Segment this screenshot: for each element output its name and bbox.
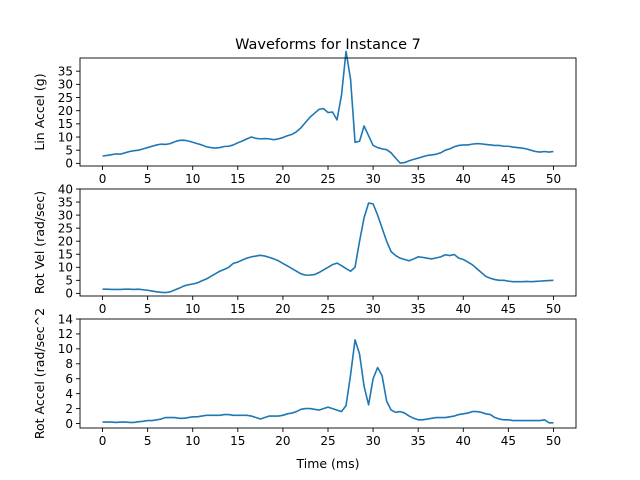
x-tick-label: 10 bbox=[185, 302, 200, 316]
figure-title: Waveforms for Instance 7 bbox=[235, 37, 421, 53]
y-tick-label: 2 bbox=[65, 402, 73, 416]
y-tick-label: 40 bbox=[58, 182, 73, 196]
y-tick-label: 25 bbox=[58, 91, 73, 105]
x-axis-label: Time (ms) bbox=[295, 456, 359, 471]
x-tick-label: 40 bbox=[456, 172, 471, 186]
x-tick-label: 50 bbox=[546, 172, 561, 186]
y-tick-label: 0 bbox=[65, 287, 73, 301]
y-tick-label: 0 bbox=[65, 157, 73, 171]
x-tick-label: 30 bbox=[365, 172, 380, 186]
y-tick-label: 5 bbox=[65, 143, 73, 157]
x-tick-label: 15 bbox=[230, 434, 245, 448]
y-tick-label: 20 bbox=[58, 104, 73, 118]
y-tick-label: 10 bbox=[58, 342, 73, 356]
x-tick-label: 50 bbox=[546, 302, 561, 316]
x-tick-label: 40 bbox=[456, 302, 471, 316]
series-line-1-1 bbox=[102, 50, 554, 164]
x-tick-label: 15 bbox=[230, 172, 245, 186]
x-tick-label: 10 bbox=[185, 172, 200, 186]
x-tick-label: 15 bbox=[230, 302, 245, 316]
x-tick-label: 20 bbox=[275, 434, 290, 448]
y-tick-label: 4 bbox=[65, 387, 73, 401]
y-axis-label-2: Rot Vel (rad/sec) bbox=[32, 191, 47, 294]
y-tick-label: 10 bbox=[58, 130, 73, 144]
series-line-3-1 bbox=[102, 339, 554, 424]
y-tick-label: 6 bbox=[65, 372, 73, 386]
y-tick-label: 8 bbox=[65, 357, 73, 371]
x-tick-label: 30 bbox=[365, 302, 380, 316]
x-tick-label: 25 bbox=[320, 434, 335, 448]
subplot-2: 0 5 10 15 20 25 30 35 40 45 500510152025303540Rot … bbox=[32, 182, 577, 316]
series-line-2-1 bbox=[102, 202, 554, 294]
y-axis-label-3: Rot Accel (rad/sec^2 bbox=[32, 308, 47, 439]
y-tick-label: 12 bbox=[58, 327, 73, 341]
axes-frame bbox=[79, 318, 577, 429]
x-tick-label: 35 bbox=[411, 302, 426, 316]
y-tick-label: 20 bbox=[58, 234, 73, 248]
y-tick-label: 10 bbox=[58, 261, 73, 275]
x-tick-label: 35 bbox=[411, 172, 426, 186]
y-tick-label: 30 bbox=[58, 208, 73, 222]
y-tick-label: 0 bbox=[65, 417, 73, 431]
y-tick-label: 15 bbox=[58, 248, 73, 262]
x-tick-label: 5 bbox=[144, 434, 152, 448]
x-tick-label: 45 bbox=[501, 172, 516, 186]
x-tick-label: 20 bbox=[275, 302, 290, 316]
y-tick-label: 25 bbox=[58, 221, 73, 235]
x-tick-label: 0 bbox=[99, 172, 107, 186]
x-tick-label: 45 bbox=[501, 434, 516, 448]
x-tick-label: 25 bbox=[320, 302, 335, 316]
y-tick-label: 15 bbox=[58, 117, 73, 131]
x-tick-label: 50 bbox=[546, 434, 561, 448]
x-tick-label: 20 bbox=[275, 172, 290, 186]
y-axis-label-1: Lin Accel (g) bbox=[32, 73, 47, 150]
y-tick-label: 5 bbox=[65, 274, 73, 288]
x-tick-label: 5 bbox=[144, 172, 152, 186]
y-tick-label: 30 bbox=[58, 78, 73, 92]
x-tick-label: 30 bbox=[365, 434, 380, 448]
y-tick-label: 35 bbox=[58, 195, 73, 209]
x-tick-label: 25 bbox=[320, 172, 335, 186]
x-tick-label: 5 bbox=[144, 302, 152, 316]
x-tick-label: 0 bbox=[99, 302, 107, 316]
y-tick-label: 35 bbox=[58, 64, 73, 78]
x-tick-label: 10 bbox=[185, 434, 200, 448]
x-tick-label: 0 bbox=[99, 434, 107, 448]
x-tick-label: 35 bbox=[411, 434, 426, 448]
x-tick-label: 45 bbox=[501, 302, 516, 316]
y-tick-label: 14 bbox=[58, 312, 73, 326]
x-tick-label: 40 bbox=[456, 434, 471, 448]
